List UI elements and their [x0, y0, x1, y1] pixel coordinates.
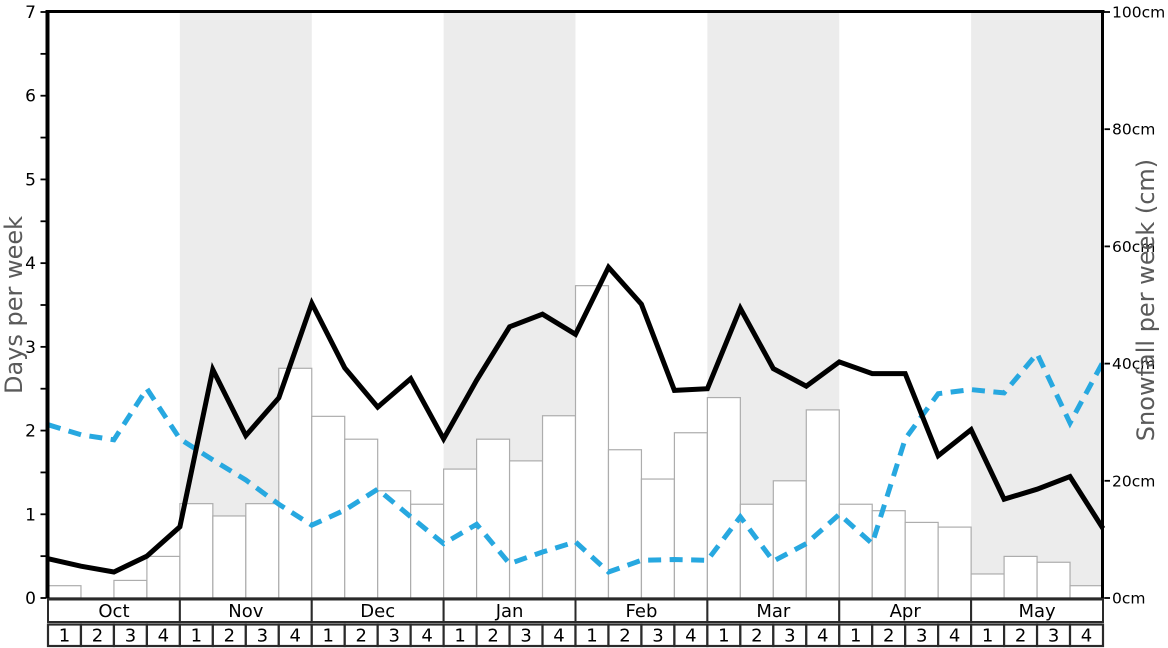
week-number-label: 1	[59, 626, 70, 647]
week-number-label: 1	[323, 626, 334, 647]
month-cell	[970, 598, 1104, 623]
week-number-label: 2	[224, 626, 235, 647]
right-axis-title: Snowfall per week (cm)	[1132, 159, 1160, 441]
snowfall-bar	[212, 515, 247, 599]
week-cell	[1068, 623, 1105, 648]
week-number-label: 4	[817, 626, 828, 647]
snowfall-bar	[640, 478, 676, 599]
week-number-label: 4	[553, 626, 564, 647]
month-band	[971, 12, 1103, 598]
right-axis-tick-label: 40cm	[1112, 355, 1155, 373]
snowfall-bar	[410, 503, 445, 599]
data-lines	[47, 262, 1106, 575]
month-label: Nov	[228, 601, 263, 622]
week-number-label: 3	[520, 626, 531, 647]
week-number-label: 3	[1048, 626, 1059, 647]
week-number-label: 2	[751, 626, 762, 647]
snowfall-bar	[970, 573, 1005, 599]
snowfall-bar	[179, 503, 214, 599]
axes	[40, 10, 1110, 599]
month-label: Mar	[756, 601, 791, 622]
week-number-label: 2	[1015, 626, 1026, 647]
week-number-label: 1	[586, 626, 597, 647]
week-number-label: 1	[191, 626, 202, 647]
week-number-label: 2	[355, 626, 366, 647]
y-axis-tick-label: 6	[25, 87, 36, 107]
y-axis-tick-label: 3	[25, 338, 36, 358]
snowfall-bar	[311, 415, 346, 599]
week-number-label: 4	[949, 626, 960, 647]
week-number-label: 1	[982, 626, 993, 647]
snowfall-bar	[772, 480, 807, 599]
blue-dashed-line	[47, 349, 1106, 575]
left-axis-title: Days per week	[0, 216, 28, 394]
week-number-label: 2	[92, 626, 103, 647]
week-number-label: 4	[421, 626, 432, 647]
right-axis-tick-label: 60cm	[1112, 238, 1155, 256]
y-axis-tick-label: 4	[25, 254, 36, 274]
snowfall-bar	[1036, 561, 1071, 599]
right-axis-tick-label: 100cm	[1112, 4, 1165, 22]
week-number-label: 3	[916, 626, 927, 647]
snowfall-bar	[541, 415, 577, 599]
week-number-label: 3	[125, 626, 136, 647]
snowfall-bars	[47, 285, 1104, 599]
y-axis-tick-label: 7	[25, 3, 36, 23]
snowfall-bar	[47, 585, 82, 599]
snowfall-bar	[278, 367, 313, 599]
y-axis-tick-label: 5	[25, 170, 36, 190]
month-label: May	[1018, 601, 1056, 622]
week-number-label: 3	[388, 626, 399, 647]
tick-labels: 0 1 2 3 4 5 6 7 0cm 20cm 40cm 60cm 80cm 100cm	[25, 3, 1165, 609]
right-axis-tick-label: 80cm	[1112, 121, 1155, 139]
month-label: Jan	[495, 601, 524, 622]
month-label: Apr	[890, 601, 922, 622]
month-bands	[179, 12, 1103, 598]
snowfall-bar	[805, 409, 840, 599]
snowfall-bar	[146, 555, 181, 599]
week-number-label: 1	[454, 626, 465, 647]
snowfall-bar	[377, 490, 412, 599]
snowfall-bar	[113, 579, 148, 599]
week-number-label: 1	[718, 626, 729, 647]
snowfall-bar	[245, 503, 280, 599]
week-number-label: 4	[290, 626, 301, 647]
snowfall-bar	[1003, 555, 1038, 599]
snowfall-bar	[673, 432, 708, 599]
days-per-week-line	[47, 262, 1106, 575]
y-axis-tick-label: 2	[25, 422, 36, 442]
snowfall-bar	[574, 285, 610, 599]
week-number-label: 3	[257, 626, 268, 647]
month-label: Oct	[98, 601, 129, 622]
snowfall-bar	[508, 460, 544, 599]
week-number-label: 4	[685, 626, 696, 647]
week-number-label: 3	[652, 626, 663, 647]
snowfall-bar	[937, 526, 972, 599]
week-number-label: 2	[883, 626, 894, 647]
snowfall-bar	[838, 503, 873, 599]
right-axis-tick-label: 20cm	[1112, 472, 1155, 490]
week-number-label: 4	[1081, 626, 1092, 647]
snowfall-bar	[871, 510, 906, 599]
week-number-label: 2	[487, 626, 498, 647]
snowfall-bar	[475, 438, 511, 599]
right-axis-tick-label: 0cm	[1112, 590, 1145, 608]
snowfall-bar	[706, 396, 741, 599]
y-axis-tick-label: 1	[25, 505, 36, 525]
snowfall-bar	[904, 521, 939, 599]
y-axis-tick-label: 0	[25, 589, 36, 609]
snowfall-bar	[344, 438, 379, 599]
snowfall-bar	[607, 449, 643, 599]
week-number-label: 1	[850, 626, 861, 647]
month-label: Feb	[626, 601, 658, 622]
week-number-label: 4	[158, 626, 169, 647]
week-number-label: 2	[619, 626, 630, 647]
month-label: Dec	[360, 601, 395, 622]
week-number-label: 3	[784, 626, 795, 647]
snowfall-bar	[1069, 585, 1104, 599]
